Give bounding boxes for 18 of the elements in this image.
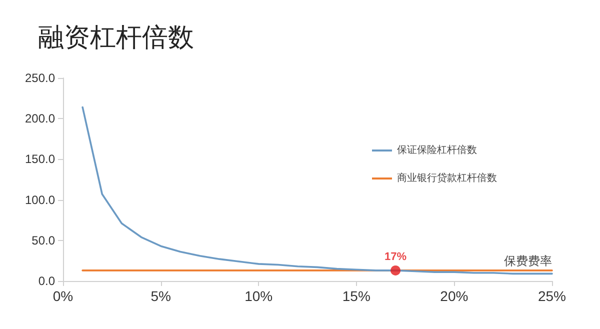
y-tick-label: 150.0 bbox=[24, 152, 56, 166]
annotation: 17% bbox=[384, 250, 407, 263]
x-tick-label: 25% bbox=[538, 288, 566, 304]
x-axis-title: 保费费率 bbox=[504, 254, 552, 268]
y-tick-label: 250.0 bbox=[24, 71, 56, 85]
x-tick-label: 10% bbox=[244, 288, 273, 304]
legend-label: 商业银行贷款杠杆倍数 bbox=[397, 172, 497, 184]
x-tick-label: 5% bbox=[150, 288, 171, 304]
y-tick-label: 0.0 bbox=[38, 274, 56, 288]
legend-label: 保证保险杠杆倍数 bbox=[397, 144, 477, 156]
y-tick-label: 200.0 bbox=[24, 112, 56, 126]
chart-title: 融资杠杆倍数 bbox=[38, 23, 194, 53]
x-tick-label: 15% bbox=[342, 288, 370, 304]
x-tick-label: 0% bbox=[52, 288, 74, 304]
line-series bbox=[82, 106, 553, 275]
y-tick-label: 50.0 bbox=[32, 233, 56, 248]
x-tick-label: 20% bbox=[440, 288, 468, 304]
y-tick-label: 100.0 bbox=[24, 192, 56, 207]
